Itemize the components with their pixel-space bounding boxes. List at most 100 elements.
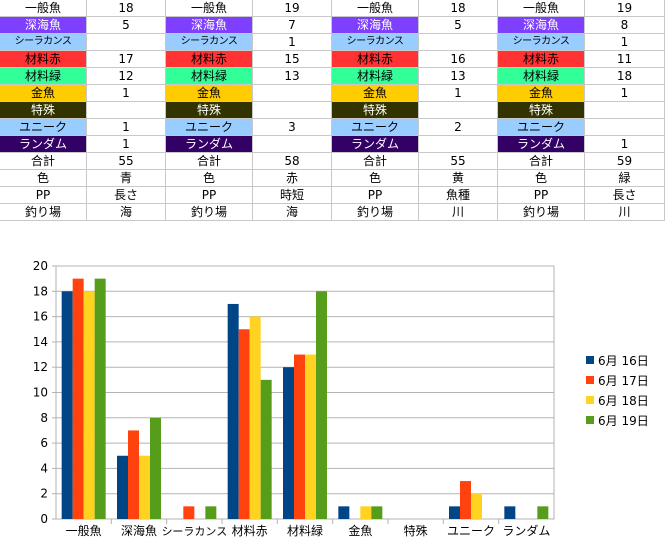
row-label-cell[interactable]: 釣り場 <box>166 204 253 221</box>
row-label-cell[interactable]: 深海魚 <box>166 17 253 34</box>
value-cell[interactable]: 海 <box>253 204 332 221</box>
row-label-cell[interactable]: 金魚 <box>166 85 253 102</box>
row-label-cell[interactable]: 金魚 <box>0 85 87 102</box>
value-cell[interactable]: 12 <box>87 68 166 85</box>
row-label-cell[interactable]: 深海魚 <box>332 17 419 34</box>
value-cell[interactable]: 川 <box>419 204 498 221</box>
row-label-cell[interactable]: 一般魚 <box>498 0 585 17</box>
value-cell[interactable]: 5 <box>419 17 498 34</box>
value-cell[interactable]: 1 <box>87 85 166 102</box>
value-cell[interactable] <box>253 136 332 153</box>
value-cell[interactable]: 17 <box>87 51 166 68</box>
value-cell[interactable]: 魚種 <box>419 187 498 204</box>
row-label-cell[interactable]: 合計 <box>332 153 419 170</box>
value-cell[interactable]: 1 <box>87 119 166 136</box>
row-label-cell[interactable]: 特殊 <box>498 102 585 119</box>
value-cell[interactable] <box>87 102 166 119</box>
value-cell[interactable]: 2 <box>419 119 498 136</box>
row-label-cell[interactable]: 釣り場 <box>498 204 585 221</box>
row-label-cell[interactable]: 色 <box>0 170 87 187</box>
row-label-cell[interactable]: 特殊 <box>0 102 87 119</box>
row-label-cell[interactable]: シーラカンス <box>0 34 87 51</box>
row-label-cell[interactable]: 一般魚 <box>166 0 253 17</box>
row-label-cell[interactable]: 金魚 <box>332 85 419 102</box>
row-label-cell[interactable]: 材料緑 <box>0 68 87 85</box>
row-label-cell[interactable]: ユニーク <box>0 119 87 136</box>
row-label-cell[interactable]: ユニーク <box>498 119 585 136</box>
row-label-cell[interactable]: 合計 <box>498 153 585 170</box>
value-cell[interactable]: 8 <box>585 17 665 34</box>
value-cell[interactable]: 黄 <box>419 170 498 187</box>
value-cell[interactable]: 7 <box>253 17 332 34</box>
row-label-cell[interactable]: PP <box>0 187 87 204</box>
row-label-cell[interactable]: 深海魚 <box>498 17 585 34</box>
row-label-cell[interactable]: 材料緑 <box>498 68 585 85</box>
value-cell[interactable]: 11 <box>585 51 665 68</box>
value-cell[interactable]: 1 <box>585 34 665 51</box>
row-label-cell[interactable]: 色 <box>332 170 419 187</box>
value-cell[interactable]: 19 <box>253 0 332 17</box>
row-label-cell[interactable]: 一般魚 <box>0 0 87 17</box>
value-cell[interactable]: 長さ <box>87 187 166 204</box>
row-label-cell[interactable]: PP <box>332 187 419 204</box>
row-label-cell[interactable]: 深海魚 <box>0 17 87 34</box>
value-cell[interactable]: 15 <box>253 51 332 68</box>
value-cell[interactable]: 18 <box>585 68 665 85</box>
value-cell[interactable]: 1 <box>585 85 665 102</box>
value-cell[interactable]: 16 <box>419 51 498 68</box>
row-label-cell[interactable]: 色 <box>498 170 585 187</box>
row-label-cell[interactable]: 釣り場 <box>0 204 87 221</box>
row-label-cell[interactable]: 材料緑 <box>332 68 419 85</box>
row-label-cell[interactable]: シーラカンス <box>332 34 419 51</box>
value-cell[interactable] <box>419 34 498 51</box>
value-cell[interactable]: 川 <box>585 204 665 221</box>
row-label-cell[interactable]: 特殊 <box>332 102 419 119</box>
value-cell[interactable] <box>253 85 332 102</box>
value-cell[interactable] <box>585 119 665 136</box>
value-cell[interactable]: 55 <box>87 153 166 170</box>
row-label-cell[interactable]: ランダム <box>166 136 253 153</box>
row-label-cell[interactable]: ユニーク <box>166 119 253 136</box>
row-label-cell[interactable]: 材料緑 <box>166 68 253 85</box>
row-label-cell[interactable]: 材料赤 <box>498 51 585 68</box>
row-label-cell[interactable]: 特殊 <box>166 102 253 119</box>
value-cell[interactable]: 55 <box>419 153 498 170</box>
value-cell[interactable] <box>585 102 665 119</box>
row-label-cell[interactable]: ランダム <box>0 136 87 153</box>
value-cell[interactable]: 1 <box>585 136 665 153</box>
value-cell[interactable]: 13 <box>419 68 498 85</box>
value-cell[interactable]: 13 <box>253 68 332 85</box>
value-cell[interactable]: 時短 <box>253 187 332 204</box>
value-cell[interactable]: 長さ <box>585 187 665 204</box>
row-label-cell[interactable]: 材料赤 <box>166 51 253 68</box>
row-label-cell[interactable]: 合計 <box>0 153 87 170</box>
row-label-cell[interactable]: 色 <box>166 170 253 187</box>
row-label-cell[interactable]: 材料赤 <box>0 51 87 68</box>
row-label-cell[interactable]: 金魚 <box>498 85 585 102</box>
value-cell[interactable] <box>419 136 498 153</box>
row-label-cell[interactable]: PP <box>166 187 253 204</box>
value-cell[interactable]: 18 <box>419 0 498 17</box>
value-cell[interactable]: 緑 <box>585 170 665 187</box>
value-cell[interactable]: 19 <box>585 0 665 17</box>
row-label-cell[interactable]: 材料赤 <box>332 51 419 68</box>
value-cell[interactable]: 58 <box>253 153 332 170</box>
row-label-cell[interactable]: PP <box>498 187 585 204</box>
value-cell[interactable]: 1 <box>253 34 332 51</box>
value-cell[interactable]: 1 <box>419 85 498 102</box>
row-label-cell[interactable]: シーラカンス <box>166 34 253 51</box>
value-cell[interactable]: 海 <box>87 204 166 221</box>
row-label-cell[interactable]: 合計 <box>166 153 253 170</box>
value-cell[interactable]: 3 <box>253 119 332 136</box>
value-cell[interactable]: 18 <box>87 0 166 17</box>
value-cell[interactable]: 青 <box>87 170 166 187</box>
row-label-cell[interactable]: 釣り場 <box>332 204 419 221</box>
row-label-cell[interactable]: ユニーク <box>332 119 419 136</box>
value-cell[interactable]: 1 <box>87 136 166 153</box>
value-cell[interactable] <box>87 34 166 51</box>
row-label-cell[interactable]: 一般魚 <box>332 0 419 17</box>
value-cell[interactable] <box>419 102 498 119</box>
row-label-cell[interactable]: ランダム <box>498 136 585 153</box>
value-cell[interactable]: 59 <box>585 153 665 170</box>
row-label-cell[interactable]: ランダム <box>332 136 419 153</box>
